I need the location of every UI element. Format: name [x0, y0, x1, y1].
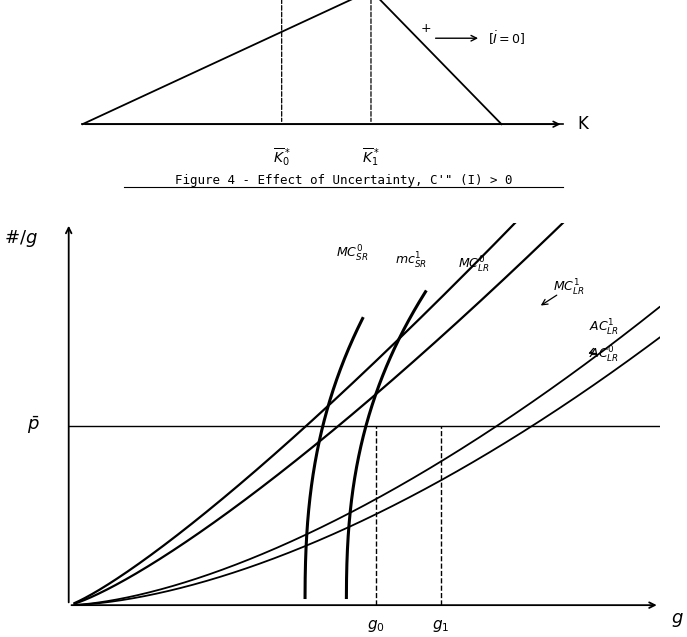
Text: $g$: $g$ [671, 612, 684, 629]
Text: $\#/g$: $\#/g$ [5, 228, 38, 248]
Text: $MC^0_{LR}$: $MC^0_{LR}$ [458, 255, 489, 275]
Text: $\bar{p}$: $\bar{p}$ [27, 415, 40, 436]
Text: $g_1$: $g_1$ [432, 618, 449, 634]
Text: $AC^1_{LR}$: $AC^1_{LR}$ [589, 318, 619, 338]
Text: $MC^1_{LR}$: $MC^1_{LR}$ [553, 278, 585, 298]
Text: $\overline{K}^*_0$: $\overline{K}^*_0$ [273, 146, 291, 168]
Text: $\overline{K}^*_1$: $\overline{K}^*_1$ [362, 146, 380, 168]
Text: $mc^1_{SR}$: $mc^1_{SR}$ [396, 251, 427, 271]
Text: $+$: $+$ [420, 22, 431, 35]
Text: K: K [577, 115, 588, 133]
Text: $[\dot{I}=0]$: $[\dot{I}=0]$ [488, 29, 526, 47]
Text: $g_0$: $g_0$ [367, 618, 385, 634]
Text: $AC^0_{LR}$: $AC^0_{LR}$ [589, 345, 619, 365]
Text: $MC^0_{SR}$: $MC^0_{SR}$ [336, 243, 368, 264]
Text: Figure 4 - Effect of Uncertainty, C'" (I) > 0: Figure 4 - Effect of Uncertainty, C'" (I… [174, 175, 513, 187]
